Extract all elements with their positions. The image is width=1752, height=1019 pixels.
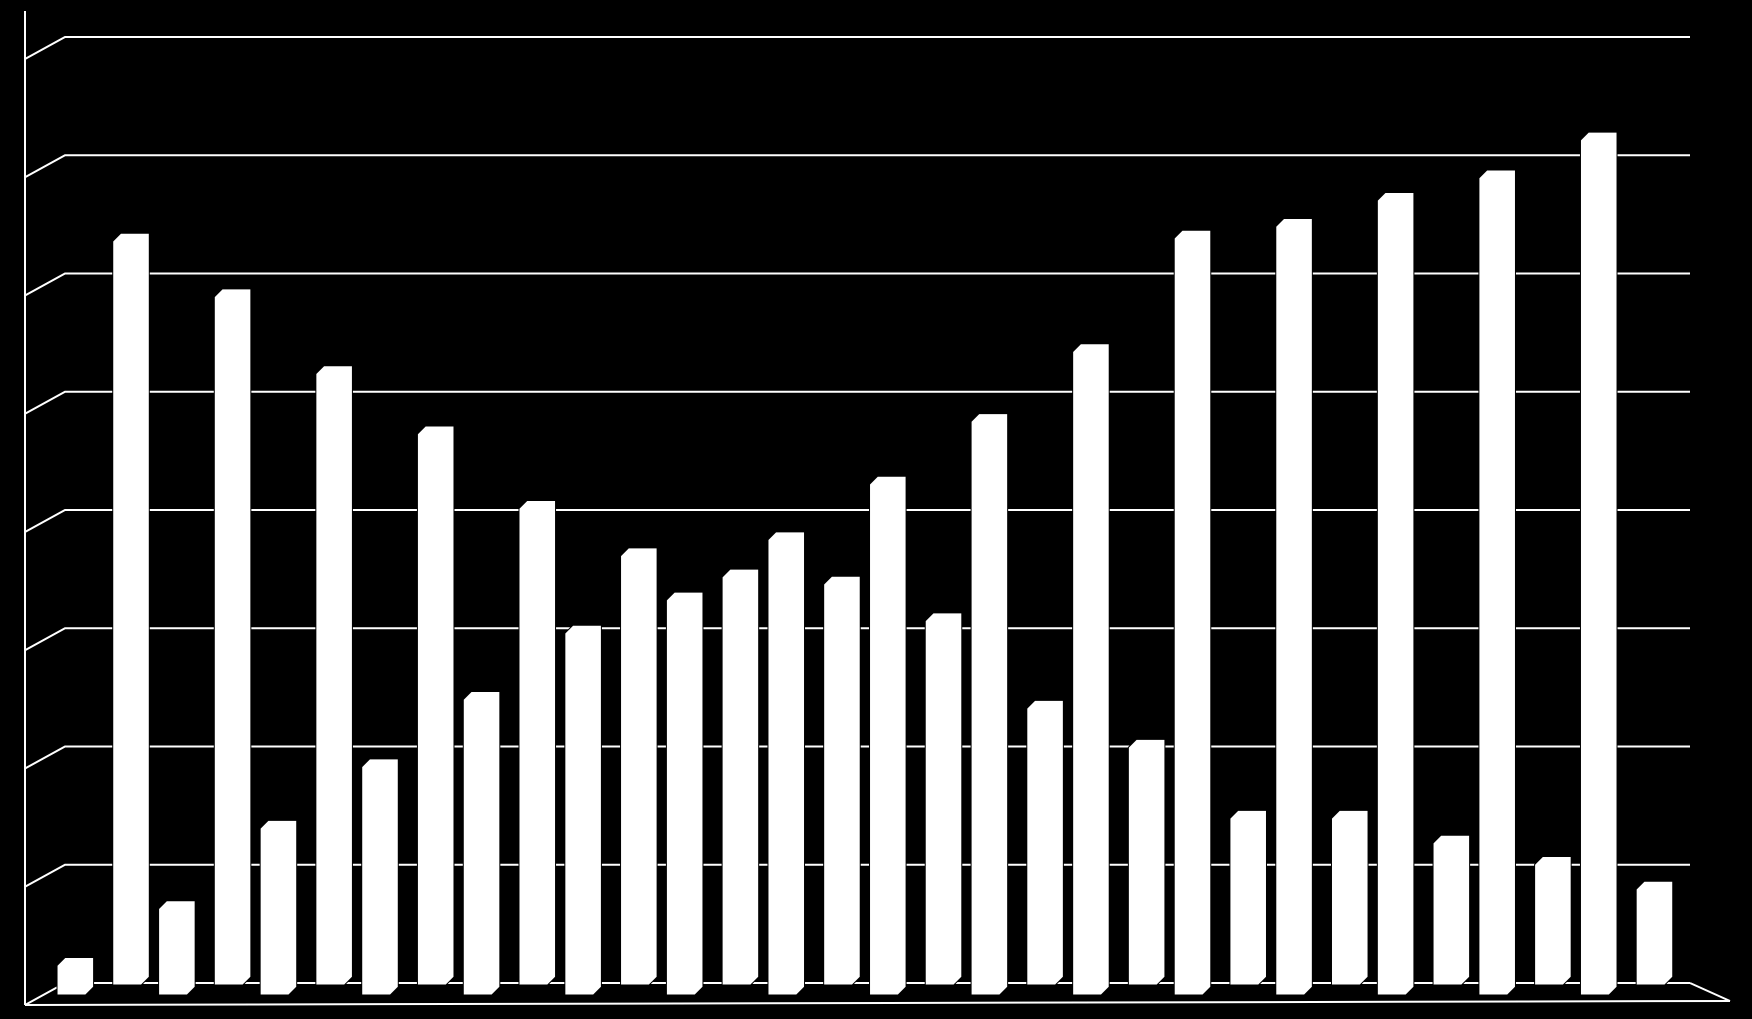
bar [213,288,252,986]
grid-line [24,36,1690,60]
grid-line [24,272,1690,297]
bar [869,475,907,996]
bar [1330,809,1369,986]
bar [1229,809,1267,986]
grid-line [24,154,1690,179]
bar [1275,217,1313,996]
bar [1173,229,1212,996]
bar [665,591,704,996]
bar [112,232,150,986]
grid-line [24,627,1690,652]
bar [1635,880,1674,986]
bar [1579,131,1618,996]
floor-front-edge [24,1000,1731,1006]
bar [361,758,399,996]
bar [462,690,501,996]
bar [823,575,861,986]
grid-line [24,509,1690,533]
grid-line [24,390,1690,415]
bar [315,365,353,986]
bar [1127,738,1166,986]
bar [620,547,658,986]
bar [970,413,1009,996]
bar [56,957,95,996]
bar [1072,343,1110,996]
bar [1478,169,1516,996]
bar [518,500,557,986]
bar [1376,191,1415,996]
bar [158,900,196,996]
bar [767,531,806,996]
bar [1026,699,1064,986]
bar [259,819,298,996]
bar [721,568,760,986]
bar [416,425,455,986]
bar [924,612,963,986]
floor-right-edge [1689,982,1731,1002]
bar [564,624,602,996]
bar [1534,855,1572,986]
bar [1432,834,1471,986]
